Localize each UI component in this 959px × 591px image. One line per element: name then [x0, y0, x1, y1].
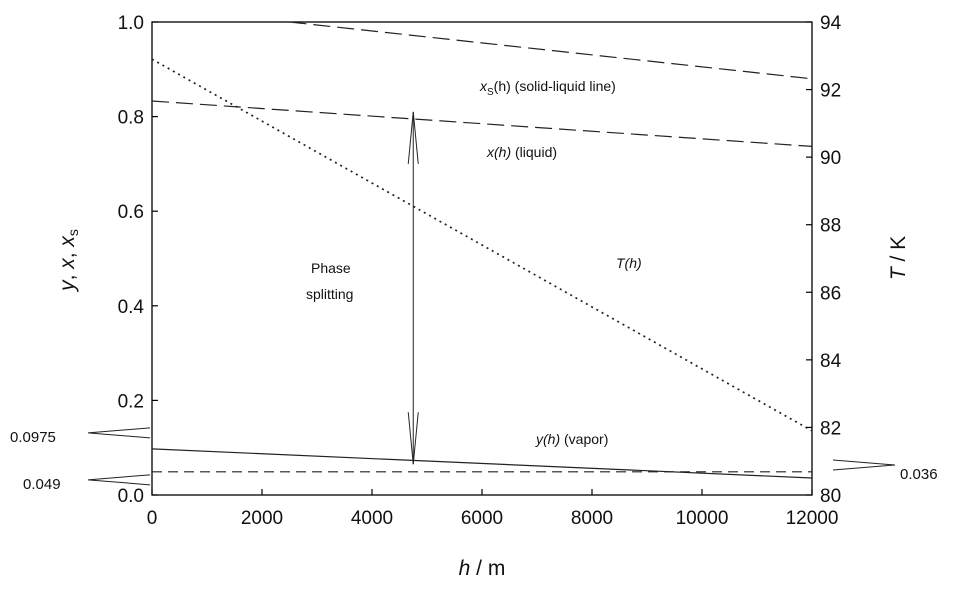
right-value-pointer-0 — [833, 460, 895, 470]
y-right-tick-label: 92 — [820, 81, 841, 102]
y-right-tick-label: 86 — [820, 283, 841, 304]
y-right-tick-label: 90 — [820, 148, 841, 169]
y-right-tick-label: 84 — [820, 351, 842, 372]
phase-splitting-label-line2: splitting — [306, 286, 353, 302]
y-left-tick-label: 0.4 — [118, 297, 145, 318]
y-curve-label: y(h) (vapor) — [535, 431, 608, 447]
y-right-tick-label: 88 — [820, 216, 841, 237]
y-left-tick-label: 0.6 — [118, 202, 144, 223]
x-tick-label: 6000 — [461, 508, 503, 529]
y-left-tick-label: 0.0 — [118, 486, 144, 507]
left-value-pointer-0 — [88, 428, 150, 438]
x-tick-label: 10000 — [676, 508, 729, 529]
y-left-tick-label: 0.2 — [118, 391, 144, 412]
xs-curve-label: xS(h) (solid-liquid line) — [479, 78, 616, 98]
x-axis-title: h / m — [459, 557, 506, 580]
x-tick-label: 12000 — [786, 508, 839, 529]
y-left-axis-title: y, x, xs — [56, 229, 81, 293]
x-tick-label: 0 — [147, 508, 158, 529]
y-left-tick-label: 1.0 — [118, 13, 144, 34]
x-tick-label: 8000 — [571, 508, 613, 529]
left-value-pointer-1 — [88, 475, 150, 485]
right-value-0: 0.036 — [900, 466, 938, 483]
series-line-3 — [152, 449, 812, 478]
t-curve-label: T(h) — [616, 255, 642, 271]
phase-splitting-label-line1: Phase — [311, 260, 351, 276]
y-right-axis-title: T / K — [887, 236, 910, 280]
y-right-tick-label: 94 — [820, 13, 842, 34]
y-right-tick-label: 82 — [820, 418, 841, 439]
series-line-1 — [152, 101, 812, 146]
x-tick-label: 4000 — [351, 508, 393, 529]
series-line-2 — [152, 59, 812, 431]
x-tick-label: 2000 — [241, 508, 283, 529]
left-value-0: 0.0975 — [10, 429, 56, 446]
series-line-0 — [290, 22, 813, 79]
x-curve-label: x(h) (liquid) — [486, 144, 557, 160]
left-value-1: 0.049 — [23, 476, 61, 493]
y-right-tick-label: 80 — [820, 486, 841, 507]
y-left-tick-label: 0.8 — [118, 108, 144, 129]
